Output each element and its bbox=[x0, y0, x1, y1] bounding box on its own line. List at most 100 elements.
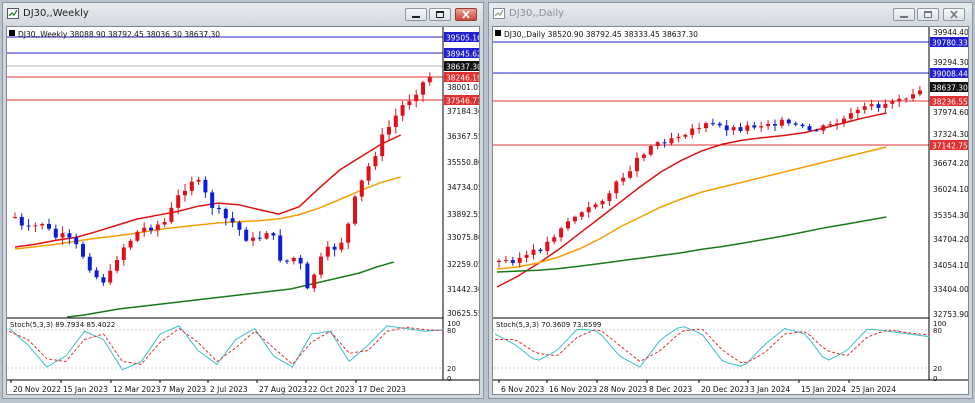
candle-body bbox=[738, 127, 743, 131]
time-axis-label: 7 May 2023 bbox=[162, 385, 206, 394]
weekly-titlebar[interactable]: DJ30,,Weekly bbox=[3, 3, 483, 25]
price-axis-label: 33892.55 bbox=[447, 210, 480, 219]
weekly-price-chart[interactable]: 39505.16 38945.62 38637.30 38246.1938001.05… bbox=[7, 27, 480, 395]
candle-body bbox=[223, 208, 228, 219]
maximize-button[interactable] bbox=[429, 8, 451, 21]
price-tag-bg bbox=[930, 82, 968, 92]
close-button[interactable] bbox=[455, 8, 477, 21]
price-axis-label: 32753.90 bbox=[933, 310, 969, 319]
time-axis-label: 8 Dec 2023 bbox=[649, 385, 692, 394]
candle-body bbox=[607, 193, 612, 202]
candle-body bbox=[814, 130, 819, 132]
price-axis-label: 37546.77 bbox=[446, 97, 480, 106]
candle-body bbox=[779, 119, 784, 126]
daily-price-chart[interactable]: 39944.40 39780.33 39294.30 39008.44 38637.30… bbox=[493, 27, 969, 395]
price-axis-label: 32259.05 bbox=[447, 260, 480, 269]
candle-body bbox=[641, 154, 646, 158]
candle-body bbox=[251, 237, 255, 241]
price-tag-bg bbox=[444, 72, 479, 82]
close-icon bbox=[950, 10, 958, 19]
price-axis-label: 39944.40 bbox=[933, 28, 969, 37]
candle-body bbox=[176, 195, 181, 208]
candle-body bbox=[332, 246, 337, 250]
candle-body bbox=[759, 126, 764, 128]
chart-window-icon bbox=[7, 8, 19, 19]
candle-body bbox=[655, 142, 660, 146]
candle-body bbox=[135, 231, 140, 241]
candle-body bbox=[305, 263, 310, 289]
candle-body bbox=[373, 156, 378, 167]
price-axis-label: 39780.33 bbox=[932, 39, 968, 48]
price-axis-label: 38945.62 bbox=[446, 50, 480, 59]
close-button[interactable] bbox=[943, 8, 965, 21]
candle-body bbox=[897, 98, 902, 102]
candle-body bbox=[183, 190, 187, 196]
candle-body bbox=[545, 241, 550, 252]
price-axis-label: 37184.30 bbox=[447, 107, 480, 116]
candle-body bbox=[683, 134, 688, 137]
ma-slow-line bbox=[496, 216, 887, 273]
candle-body bbox=[203, 179, 208, 193]
candle-body bbox=[662, 142, 667, 144]
price-axis-label: 34054.10 bbox=[933, 261, 969, 270]
price-axis-label: 35354.30 bbox=[933, 211, 969, 220]
price-tag-bg bbox=[930, 68, 968, 78]
minimize-button[interactable] bbox=[893, 8, 915, 21]
candle-body bbox=[387, 126, 391, 135]
time-axis-label: 22 Oct 2023 bbox=[308, 385, 355, 394]
daily-chart-window[interactable]: DJ30,,Daily 39944.40 39780.33 39294.30 3900… bbox=[488, 2, 973, 399]
candle-body bbox=[862, 106, 867, 110]
candle-body bbox=[298, 257, 303, 264]
time-axis-label: 3 Jan 2024 bbox=[750, 385, 790, 394]
candle-body bbox=[47, 223, 51, 229]
candle-body bbox=[904, 98, 909, 100]
price-tag-bg bbox=[444, 61, 479, 71]
price-axis-label: 30625.55 bbox=[447, 309, 480, 318]
candle-body bbox=[94, 270, 99, 278]
stoch-axis-label: 20 bbox=[933, 365, 942, 373]
candle-body bbox=[704, 123, 708, 129]
candle-body bbox=[230, 218, 235, 223]
ma-fast-line bbox=[496, 112, 887, 288]
price-axis-label: 37324.30 bbox=[933, 130, 969, 139]
restore-button[interactable] bbox=[917, 8, 939, 21]
candle-body bbox=[710, 123, 715, 125]
candle-body bbox=[835, 123, 840, 125]
price-tag-bg bbox=[930, 37, 968, 47]
candle-body bbox=[380, 134, 385, 157]
daily-titlebar[interactable]: DJ30,,Daily bbox=[489, 3, 972, 25]
window-title: DJ30,,Daily bbox=[509, 8, 565, 19]
stoch-main-line bbox=[8, 325, 444, 371]
candle-body bbox=[26, 225, 31, 227]
daily-chart-area[interactable]: 39944.40 39780.33 39294.30 39008.44 38637.30… bbox=[492, 26, 969, 395]
candle-body bbox=[497, 260, 501, 262]
minimize-icon bbox=[412, 16, 420, 18]
symbol-marker bbox=[9, 30, 15, 36]
candle-body bbox=[676, 136, 681, 139]
candle-body bbox=[697, 128, 702, 130]
candle-body bbox=[407, 101, 412, 106]
maximize-icon bbox=[436, 11, 444, 18]
weekly-chart-area[interactable]: 39505.16 38945.62 38637.30 38246.19 38001.05… bbox=[6, 26, 480, 395]
candle-body bbox=[566, 221, 570, 229]
candle-body bbox=[339, 242, 344, 250]
candle-body bbox=[793, 123, 798, 125]
close-icon bbox=[462, 10, 470, 19]
candle-body bbox=[559, 228, 564, 238]
price-axis-label: 31442.30 bbox=[447, 285, 480, 294]
price-tag-bg bbox=[930, 96, 968, 106]
candle-body bbox=[87, 256, 92, 271]
stoch-readout: Stoch(5,3,3) 89.7934 85.4022 bbox=[10, 321, 115, 329]
minimize-button[interactable] bbox=[405, 8, 427, 21]
candle-body bbox=[244, 229, 249, 241]
ohlc-readout: DJ30,,Weekly 38088.90 38792.45 38036.30 … bbox=[18, 30, 220, 39]
time-axis-label: 17 Dec 2023 bbox=[358, 385, 406, 394]
candle-body bbox=[876, 104, 881, 108]
minimize-icon bbox=[900, 16, 908, 18]
weekly-chart-window[interactable]: DJ30,,Weekly 39505.16 38945.62 38637.30 382… bbox=[2, 2, 484, 399]
candle-body bbox=[319, 256, 323, 275]
candle-body bbox=[510, 260, 515, 263]
time-axis-label: 16 Nov 2023 bbox=[549, 385, 597, 394]
candle-body bbox=[593, 204, 598, 208]
candle-body bbox=[848, 113, 853, 119]
